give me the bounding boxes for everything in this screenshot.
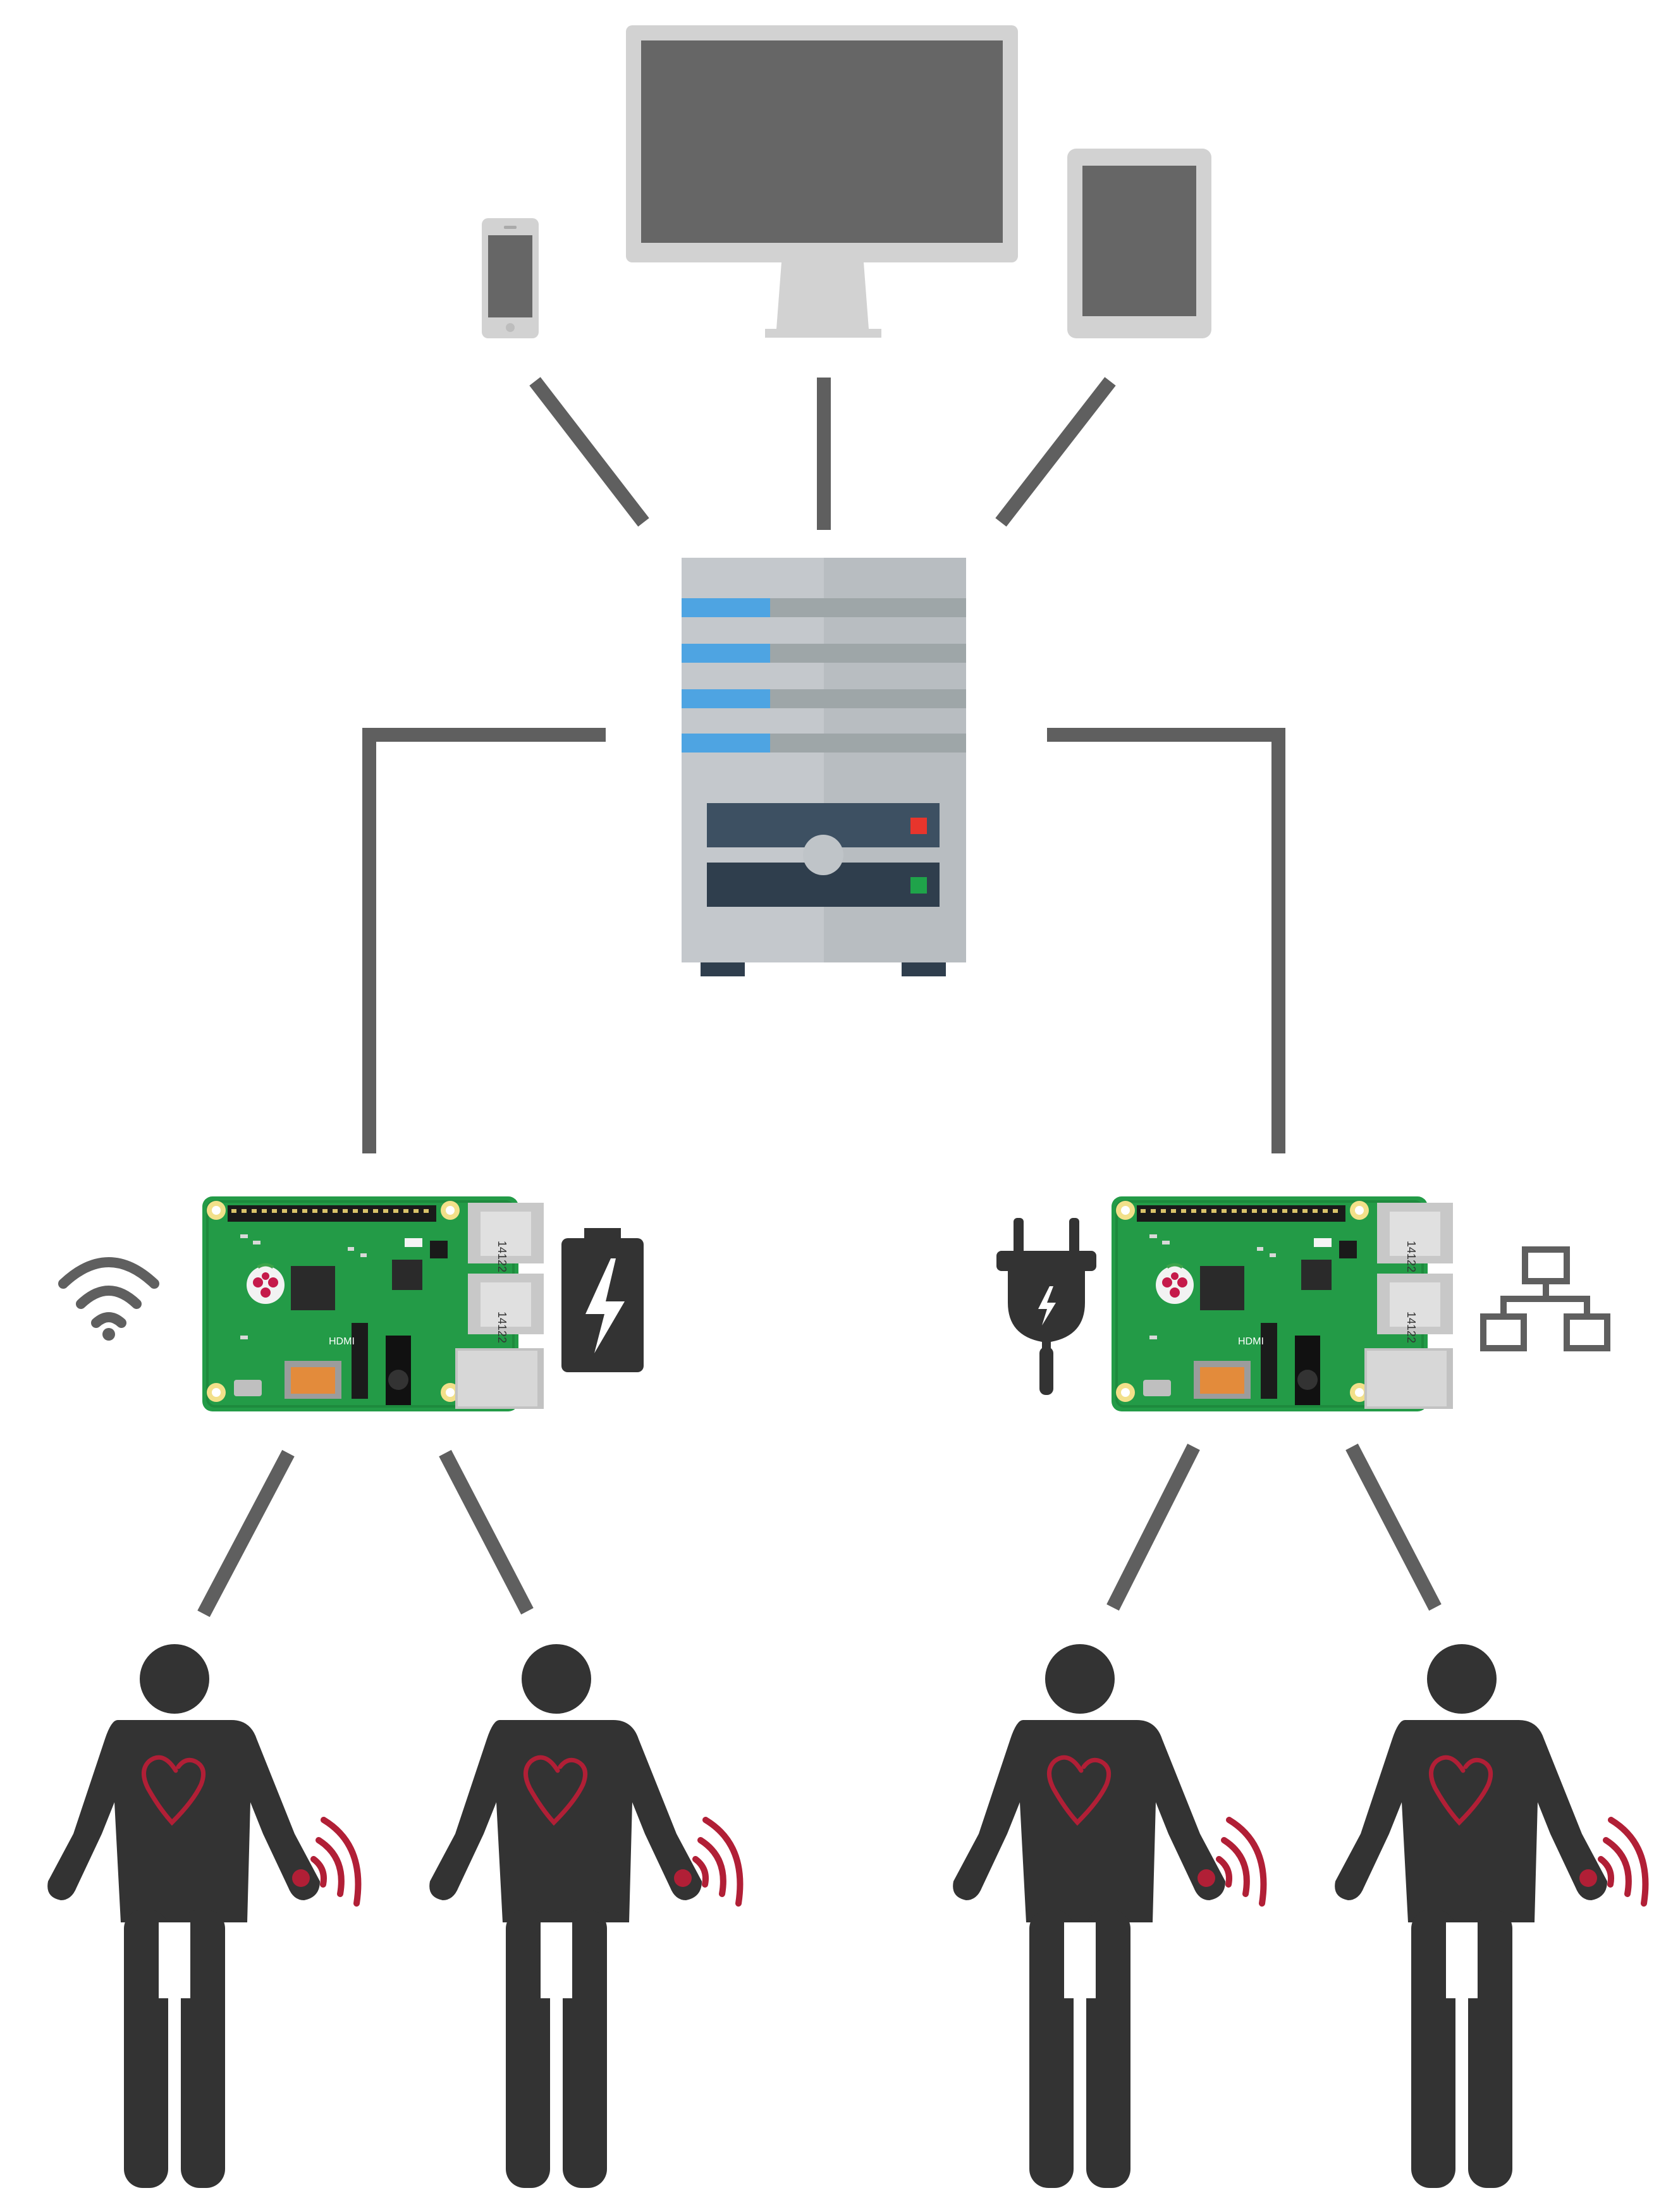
person-heart-sensor-icon: [953, 1644, 1263, 2188]
gateway-left: 14122 14122: [58, 1196, 644, 1411]
usb-label: 14122: [1405, 1241, 1418, 1272]
usb-label: 14122: [1405, 1312, 1418, 1343]
person-heart-sensor-icon: [1335, 1644, 1645, 2188]
ethernet-network-icon: [1480, 1246, 1610, 1351]
patients-group: [47, 1644, 1645, 2188]
clients-group: [482, 25, 1211, 338]
server-gateway-connectors: [362, 728, 1285, 1153]
power-plug-icon: [996, 1218, 1096, 1395]
desktop-monitor-icon: [626, 25, 1018, 338]
gateway-right: 14122 14122: [996, 1196, 1610, 1411]
battery-charging-icon: [561, 1228, 644, 1372]
client-server-connectors: [529, 377, 1116, 530]
tablet-icon: [1067, 149, 1211, 338]
person-heart-sensor-icon: [429, 1644, 740, 2188]
usb-label: 14122: [496, 1312, 508, 1343]
gateway-patient-connectors: [197, 1443, 1442, 1618]
raspberry-pi-board-icon: 14122 14122: [202, 1196, 544, 1411]
smartphone-icon: [482, 218, 539, 338]
wifi-icon: [58, 1257, 159, 1341]
raspberry-pi-board-icon: 14122 14122: [1112, 1196, 1453, 1411]
usb-label: 14122: [496, 1241, 508, 1272]
person-heart-sensor-icon: [47, 1644, 358, 2188]
server-tower-icon: [682, 558, 966, 976]
